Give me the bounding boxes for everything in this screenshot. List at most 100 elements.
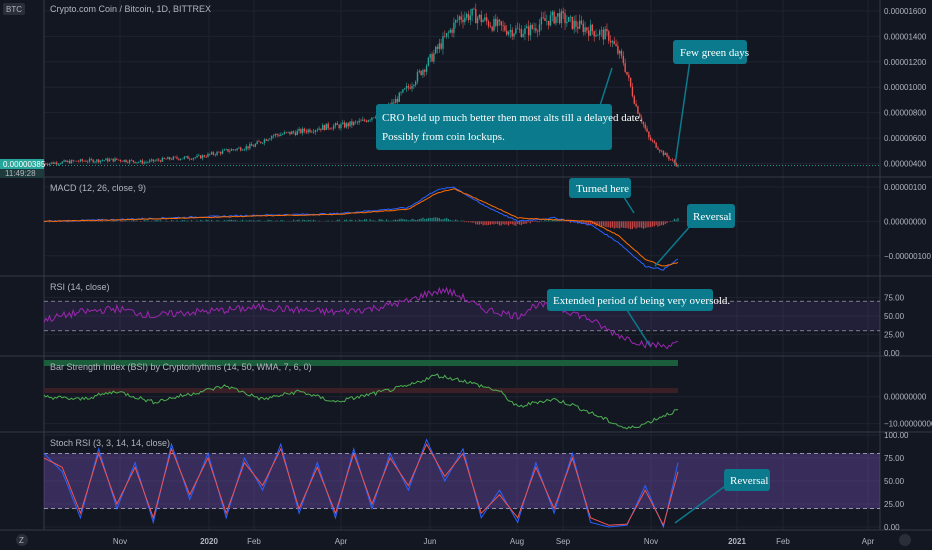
y-tick-label: 50.00 — [884, 477, 905, 486]
candle-body — [515, 28, 517, 34]
candle-body — [287, 131, 289, 133]
time-axis[interactable]: Nov 2020 Feb Apr Jun Aug Sep Nov 2021 Feb Apr — [113, 537, 875, 546]
candle-body — [367, 120, 369, 122]
candle-body — [278, 134, 280, 136]
macd-histogram-bar — [507, 221, 510, 226]
annotation-turned-here[interactable]: Turned here — [569, 178, 635, 214]
candle-body — [562, 11, 564, 14]
candle-body — [580, 20, 583, 24]
candle-body — [416, 71, 419, 82]
candle-body — [398, 92, 400, 102]
candle-body — [172, 156, 175, 160]
annotation-oversold[interactable]: Extended period of being very oversold. — [547, 289, 730, 347]
candle-body — [493, 18, 495, 31]
y-tick-label: 0.00000000 — [884, 393, 927, 402]
candle-body — [431, 54, 433, 62]
macd-histogram-bar — [626, 221, 628, 228]
macd-histogram-bar — [489, 221, 491, 225]
macd-histogram-bar — [112, 221, 114, 222]
macd-histogram-bar — [487, 221, 490, 225]
candle-body — [181, 158, 184, 160]
candle-body — [442, 36, 444, 49]
macd-histogram-bar — [425, 218, 428, 222]
macd-histogram-bar — [158, 220, 160, 222]
annotation-box — [724, 469, 770, 491]
candle-body — [455, 20, 457, 23]
macd-histogram-bar — [232, 220, 235, 222]
logo-icon[interactable] — [16, 534, 28, 546]
macd-histogram-bar — [105, 220, 107, 222]
candle-body — [622, 55, 625, 64]
bsi-pane[interactable]: 0.00000000 −10.00000000 Bar Strength Inde… — [43, 360, 932, 430]
macd-histogram-bar — [531, 221, 533, 223]
rsi-title: RSI (14, close) — [50, 282, 110, 292]
candle-body — [458, 16, 461, 20]
candle-body — [595, 35, 597, 37]
candle-body — [285, 132, 288, 133]
candle-body — [269, 138, 271, 140]
candle-body — [201, 155, 204, 159]
candle-body — [139, 160, 142, 162]
candle-body — [464, 17, 466, 23]
candle-body — [405, 86, 408, 89]
candle-body — [96, 159, 98, 162]
candle-body — [214, 154, 216, 156]
candle-body — [298, 129, 300, 131]
candle-body — [349, 121, 351, 127]
candle-body — [70, 160, 73, 164]
candle-body — [148, 160, 151, 163]
candle-body — [198, 155, 200, 157]
macd-pane[interactable]: 0.00000100 0.00000000 −0.00000100 MACD (12… — [43, 183, 931, 271]
candle-body — [396, 98, 399, 102]
candle-body — [314, 130, 317, 133]
candle-body — [402, 89, 404, 93]
settings-icon[interactable] — [899, 534, 911, 546]
bsi-lower-band — [44, 388, 678, 393]
annotation-cro-held[interactable]: CRO held up much better then most alts t… — [376, 67, 643, 150]
candle-body — [210, 152, 213, 155]
macd-histogram-bar — [416, 219, 419, 222]
rsi-pane[interactable]: 75.00 50.00 25.00 0.00 RSI (14, close) — [43, 282, 905, 358]
price-pane[interactable]: 0.00001600 0.00001400 0.00001200 0.00001000… — [0, 3, 927, 178]
macd-title: MACD (12, 26, close, 9) — [50, 183, 146, 193]
candle-body — [107, 158, 109, 162]
macd-histogram-bar — [165, 220, 167, 222]
macd-histogram-bar — [460, 220, 462, 222]
candle-body — [223, 149, 226, 151]
annotation-few-green[interactable]: Few green days — [673, 40, 749, 166]
candle-body — [192, 158, 195, 160]
candle-body — [128, 160, 131, 163]
symbol-badge[interactable] — [3, 3, 25, 15]
candle-body — [143, 162, 145, 164]
candle-body — [203, 155, 206, 157]
candle-body — [252, 145, 255, 147]
macd-histogram-bar — [628, 221, 630, 229]
candle-body — [241, 150, 244, 151]
macd-histogram-bar — [493, 221, 495, 225]
candle-body — [484, 17, 486, 21]
candle-body — [606, 29, 608, 32]
candle-body — [629, 77, 632, 87]
candle-body — [312, 131, 315, 133]
macd-histogram-bar — [98, 221, 100, 222]
macd-histogram-bar — [313, 219, 315, 222]
macd-histogram-bar — [466, 221, 468, 222]
annotation-reversal-stoch[interactable]: Reversal — [674, 469, 770, 524]
macd-histogram-bar — [502, 221, 504, 225]
candle-body — [496, 19, 499, 26]
candle-body — [538, 24, 541, 32]
candle-body — [617, 45, 619, 54]
candle-body — [81, 159, 83, 161]
candle-body — [666, 153, 668, 157]
annotation-reversal-macd[interactable]: Reversal — [654, 204, 735, 267]
macd-histogram-bar — [59, 221, 61, 223]
candle-body — [522, 34, 524, 37]
macd-histogram-bar — [651, 221, 654, 227]
candle-body — [620, 50, 623, 56]
candle-body — [649, 137, 652, 141]
candle-body — [209, 153, 211, 155]
candle-body — [644, 124, 646, 129]
stoch-title: Stoch RSI (3, 3, 14, 14, close) — [50, 438, 170, 448]
macd-histogram-bar — [240, 220, 242, 222]
